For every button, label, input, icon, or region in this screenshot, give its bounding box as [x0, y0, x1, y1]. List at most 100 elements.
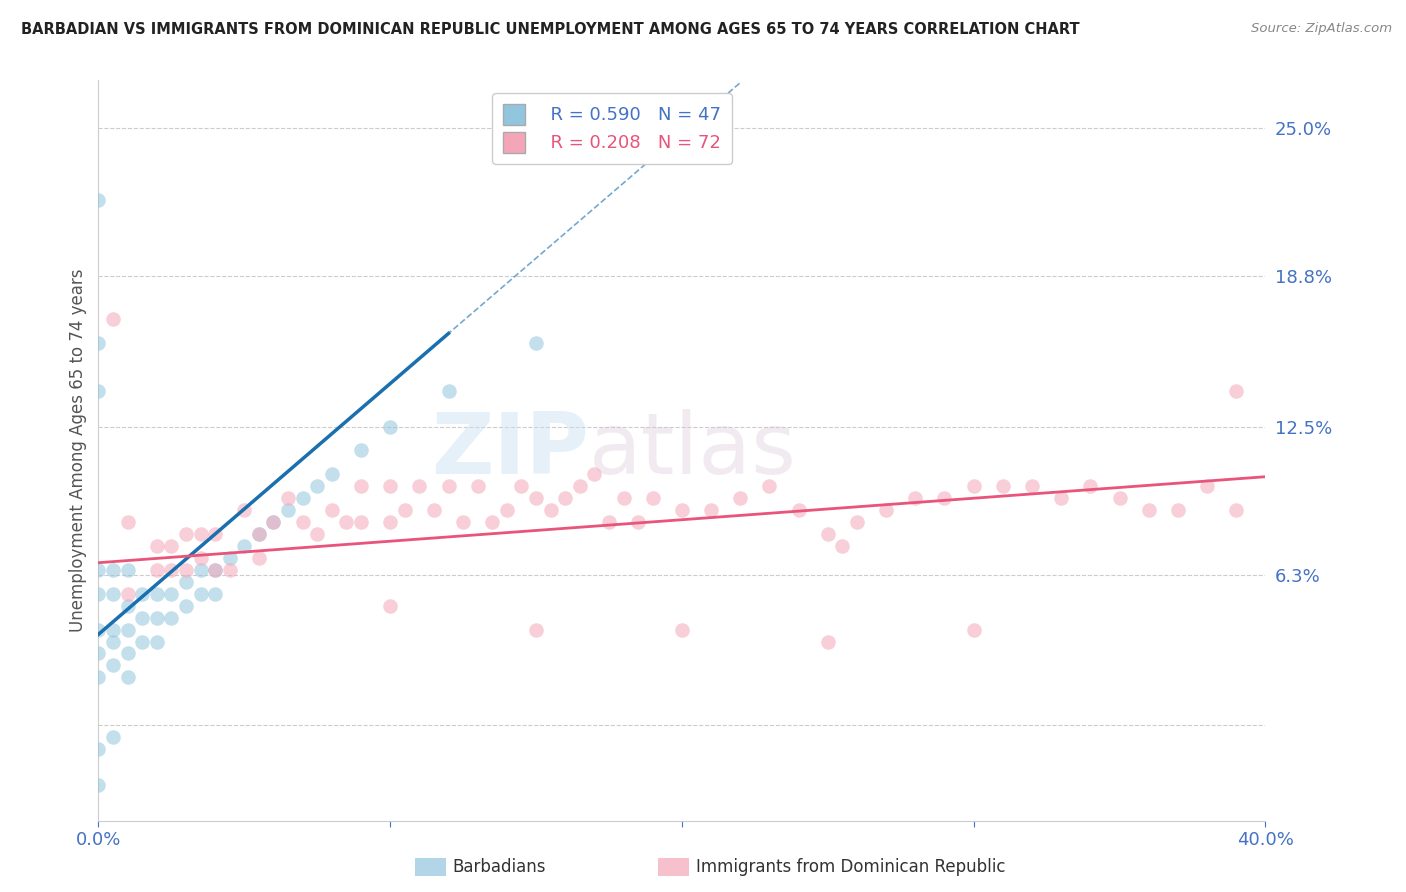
Point	[101, 623, 124, 637]
Point	[87, 742, 110, 756]
Point	[380, 515, 402, 529]
Point	[1080, 479, 1102, 493]
Point	[321, 503, 343, 517]
Point	[380, 479, 402, 493]
Point	[117, 599, 139, 613]
Point	[117, 670, 139, 684]
Point	[598, 515, 620, 529]
Point	[87, 623, 110, 637]
Point	[174, 574, 197, 589]
Text: atlas: atlas	[589, 409, 797, 492]
Point	[117, 647, 139, 661]
Point	[218, 563, 240, 577]
Point	[101, 563, 124, 577]
Point	[451, 515, 474, 529]
Point	[101, 730, 124, 744]
Point	[554, 491, 576, 506]
Point	[247, 550, 270, 565]
Point	[1225, 384, 1247, 398]
Point	[101, 634, 124, 648]
Point	[540, 503, 562, 517]
Point	[904, 491, 927, 506]
Point	[87, 670, 110, 684]
Point	[962, 479, 984, 493]
Point	[335, 515, 357, 529]
Point	[277, 503, 299, 517]
Point	[277, 491, 299, 506]
Point	[831, 539, 853, 553]
Point	[962, 623, 984, 637]
Point	[524, 336, 547, 351]
Point	[350, 443, 373, 458]
Point	[627, 515, 650, 529]
Point	[218, 550, 240, 565]
Point	[380, 419, 402, 434]
Point	[87, 587, 110, 601]
Point	[160, 587, 183, 601]
Point	[568, 479, 591, 493]
Point	[146, 563, 169, 577]
Point	[87, 384, 110, 398]
Point	[817, 527, 839, 541]
Point	[174, 527, 197, 541]
Point	[174, 599, 197, 613]
Point	[146, 610, 169, 624]
Point	[87, 778, 110, 792]
Point	[190, 550, 212, 565]
Point	[437, 384, 460, 398]
Point	[817, 634, 839, 648]
Point	[190, 563, 212, 577]
Point	[423, 503, 446, 517]
Point	[131, 587, 153, 601]
Point	[131, 610, 153, 624]
Point	[307, 479, 329, 493]
Point	[408, 479, 430, 493]
Point	[1195, 479, 1218, 493]
Point	[787, 503, 810, 517]
Point	[1021, 479, 1043, 493]
Point	[481, 515, 503, 529]
Point	[350, 479, 373, 493]
Text: BARBADIAN VS IMMIGRANTS FROM DOMINICAN REPUBLIC UNEMPLOYMENT AMONG AGES 65 TO 74: BARBADIAN VS IMMIGRANTS FROM DOMINICAN R…	[21, 22, 1080, 37]
Point	[875, 503, 897, 517]
Point	[394, 503, 416, 517]
Point	[510, 479, 533, 493]
Point	[117, 563, 139, 577]
Point	[671, 503, 693, 517]
Point	[846, 515, 869, 529]
Point	[204, 587, 226, 601]
Point	[233, 503, 256, 517]
Point	[247, 527, 270, 541]
Legend:   R = 0.590   N = 47,   R = 0.208   N = 72: R = 0.590 N = 47, R = 0.208 N = 72	[492, 93, 731, 163]
Point	[524, 491, 547, 506]
Point	[641, 491, 664, 506]
Point	[131, 634, 153, 648]
Point	[730, 491, 752, 506]
Point	[524, 623, 547, 637]
Y-axis label: Unemployment Among Ages 65 to 74 years: Unemployment Among Ages 65 to 74 years	[69, 268, 87, 632]
Point	[87, 193, 110, 207]
Point	[233, 539, 256, 553]
Point	[350, 515, 373, 529]
Point	[467, 479, 489, 493]
Point	[146, 634, 169, 648]
Point	[1167, 503, 1189, 517]
Point	[247, 527, 270, 541]
Point	[291, 515, 314, 529]
Point	[437, 479, 460, 493]
Point	[321, 467, 343, 482]
Point	[671, 623, 693, 637]
Point	[146, 539, 169, 553]
Point	[700, 503, 723, 517]
Point	[146, 587, 169, 601]
Point	[262, 515, 284, 529]
Point	[101, 658, 124, 673]
Point	[160, 563, 183, 577]
Point	[117, 623, 139, 637]
Point	[204, 563, 226, 577]
Point	[101, 312, 124, 326]
Point	[1050, 491, 1073, 506]
Point	[1108, 491, 1130, 506]
Text: ZIP: ZIP	[430, 409, 589, 492]
Point	[1137, 503, 1160, 517]
